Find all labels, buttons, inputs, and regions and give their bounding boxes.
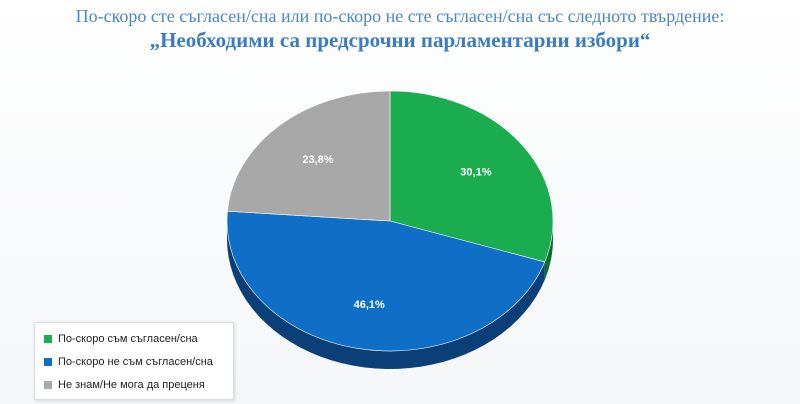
legend-label-disagree: По-скоро не съм съгласен/сна <box>58 355 213 368</box>
chart-title-statement: „Необходими са предсрочни парламентарни … <box>149 28 651 52</box>
legend-swatch-agree <box>44 334 52 343</box>
pie-slice-disagree <box>226 210 546 352</box>
legend-swatch-disagree <box>44 357 52 366</box>
legend-item-disagree: По-скоро не съм съгласен/сна <box>35 350 233 373</box>
legend-label-agree: По-скоро съм съгласен/сна <box>58 332 198 345</box>
data-label-disagree: 46,1% <box>354 299 385 311</box>
chart-title-question: По-скоро сте съгласен/сна или по-скоро н… <box>75 6 725 26</box>
data-label-unknown: 23,8% <box>302 154 333 166</box>
legend-item-agree: По-скоро съм съгласен/сна <box>35 327 233 350</box>
legend-item-unknown: Не знам/Не мога да преценя <box>35 373 233 396</box>
legend-swatch-unknown <box>44 380 52 389</box>
chart-legend: По-скоро съм съгласен/сна По-скоро не съ… <box>34 322 234 400</box>
pie-slice-unknown <box>227 90 391 222</box>
pie-slice-agree <box>389 90 554 263</box>
legend-label-unknown: Не знам/Не мога да преценя <box>58 378 205 391</box>
data-label-agree: 30,1% <box>460 167 491 179</box>
